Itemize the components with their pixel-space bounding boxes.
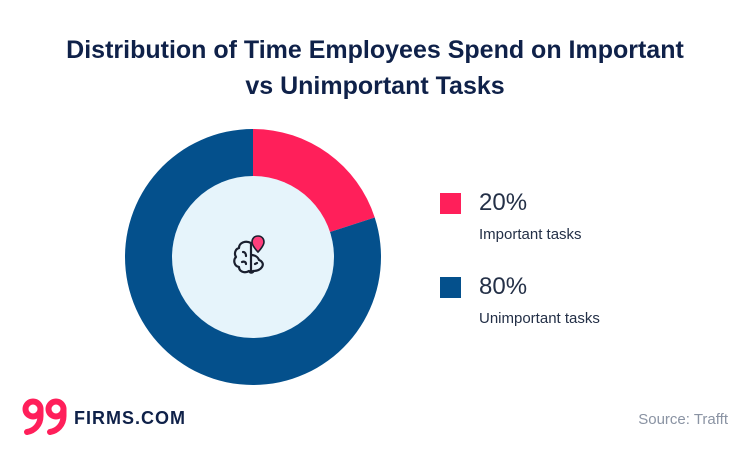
chart-title-line-2: vs Unimportant Tasks [245,72,505,100]
brain-icon [233,240,264,274]
legend-value-unimportant: 80% [479,273,528,300]
legend-swatch-unimportant [440,277,461,298]
brand-logo: FIRMS.COM [22,397,185,437]
legend-item-unimportant: 80% Unimportant tasks [440,273,700,343]
logo-text: FIRMS.COM [74,408,186,428]
legend-item-important: 20% Important tasks [440,189,700,259]
chart-title: Distribution of Time Employees Spend on … [0,32,750,104]
location-pin-icon [251,235,265,254]
chart-title-line-1: Distribution of Time Employees Spend on … [66,36,684,64]
legend-label-unimportant: Unimportant tasks [479,310,600,327]
legend-label-important: Important tasks [479,226,582,243]
legend-swatch-important [440,193,461,214]
legend-value-important: 20% [479,189,528,216]
logo-99-mark [22,398,67,435]
donut-center [172,176,334,338]
source-note: Source: Trafft [638,411,728,428]
donut-chart [125,129,381,385]
